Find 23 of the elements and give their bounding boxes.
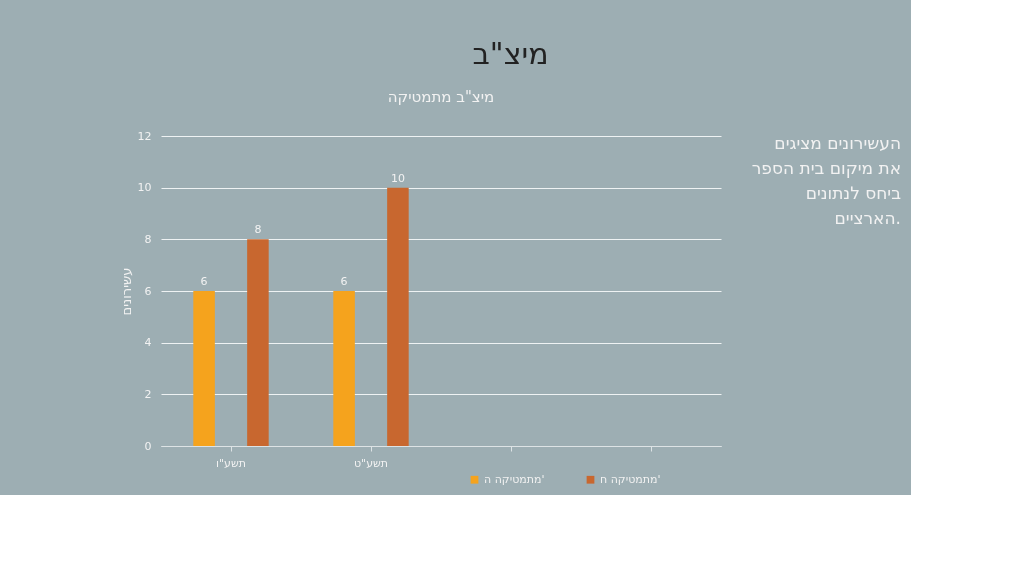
legend-label: מתמטיקה ה' <box>484 472 545 486</box>
data-label: 8 <box>254 223 262 237</box>
y-tick-label: 12 <box>137 129 152 143</box>
y-axis-title: עשירונים <box>118 267 134 316</box>
x-tick-label: תשע"ט <box>353 456 389 470</box>
data-label: 10 <box>390 171 405 185</box>
bar <box>333 291 355 446</box>
y-tick-label: 4 <box>144 336 152 350</box>
bar <box>247 239 269 446</box>
bar <box>387 187 409 446</box>
y-tick-label: 10 <box>137 181 152 195</box>
bar <box>193 291 215 446</box>
y-tick-label: 0 <box>144 439 152 453</box>
y-tick-label: 2 <box>144 387 152 401</box>
legend-label: מתמטיקה ח' <box>600 472 661 486</box>
chart-title: מיצ"ב <box>472 36 549 71</box>
chart-subtitle: מיצ"ב מתמטיקה <box>387 88 495 106</box>
data-label: 6 <box>200 275 208 288</box>
x-tick-label: תשע"ו <box>216 456 246 470</box>
y-tick-label: 8 <box>144 232 152 246</box>
y-tick-label: 6 <box>144 284 152 298</box>
text: העשירונים מציגים את מיקום בית הספר ביחס לנתונים הארציים. <box>751 133 902 228</box>
data-label: 6 <box>340 275 348 288</box>
